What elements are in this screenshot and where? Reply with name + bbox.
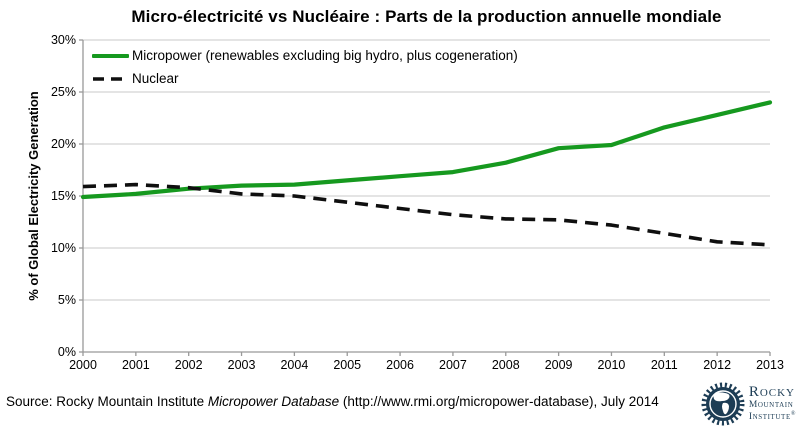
- y-tick-label: 25%: [50, 85, 76, 99]
- rmi-logo-text: Rocky Mountain Institute®: [748, 383, 796, 423]
- source-database-name: Micropower Database: [207, 394, 340, 409]
- y-tick-label: 10%: [50, 241, 76, 255]
- x-tick-label: 2004: [280, 358, 309, 372]
- y-tick-label: 0%: [57, 345, 76, 359]
- legend: Micropower (renewables excluding big hyd…: [92, 44, 518, 90]
- x-tick-label: 2001: [121, 358, 150, 372]
- x-tick-label: 2000: [69, 358, 97, 372]
- nuclear-line-swatch: [93, 76, 128, 81]
- x-tick-label: 2006: [386, 358, 414, 372]
- series-line-nuclear: [82, 182, 771, 247]
- rmi-logo-line3: Institute®: [748, 411, 796, 423]
- x-tick-label: 2010: [597, 358, 626, 372]
- axes: [79, 39, 771, 356]
- source-url: (http://www.rmi.org/micropower-database)…: [339, 394, 659, 409]
- x-tick-label: 2013: [756, 358, 784, 372]
- y-axis-title: % of Global Electricity Generation: [26, 91, 41, 301]
- micropower-line-swatch: [92, 53, 129, 58]
- x-tick-label: 2007: [439, 358, 467, 372]
- x-tick-label: 2011: [650, 358, 678, 372]
- series-lines: [80, 100, 773, 247]
- x-tick-label: 2012: [703, 358, 732, 372]
- x-tick-label: 2005: [333, 358, 362, 372]
- registered-mark: ®: [790, 411, 796, 418]
- x-tick-label: 2009: [544, 358, 573, 372]
- rmi-logo-line2: Mountain: [748, 399, 794, 410]
- rmi-globe-icon: [701, 382, 745, 426]
- x-tick-label: 2003: [227, 358, 256, 372]
- legend-label-micropower: Micropower (renewables excluding big hyd…: [132, 48, 518, 63]
- legend-item-micropower: Micropower (renewables excluding big hyd…: [92, 44, 518, 67]
- legend-item-nuclear: Nuclear: [92, 67, 518, 90]
- y-tick-label: 15%: [50, 189, 76, 203]
- rmi-logo-line1: Rocky: [748, 383, 795, 400]
- rmi-logo: Rocky Mountain Institute®: [701, 381, 796, 427]
- source-text: Source: Rocky Mountain Institute: [6, 394, 208, 409]
- y-tick-label: 5%: [57, 293, 76, 307]
- y-tick-label: 30%: [50, 33, 76, 47]
- chart-title: Micro-électricité vs Nucléaire : Parts d…: [131, 7, 722, 26]
- legend-label-nuclear: Nuclear: [132, 71, 179, 86]
- gridlines: [83, 39, 770, 301]
- x-tick-label: 2008: [491, 358, 520, 372]
- source-attribution: Source: Rocky Mountain Institute Micropo…: [6, 394, 659, 409]
- series-line-micropower: [80, 100, 773, 200]
- y-tick-label: 20%: [50, 137, 76, 151]
- x-tick-label: 2002: [174, 358, 203, 372]
